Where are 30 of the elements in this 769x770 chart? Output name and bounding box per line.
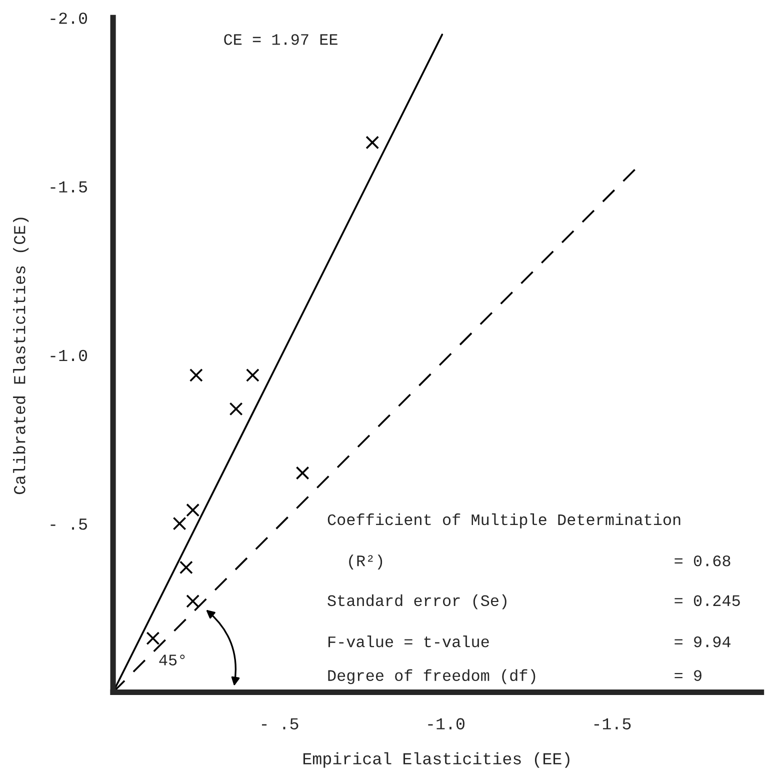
annotation: = 9 xyxy=(674,670,702,681)
point xyxy=(186,594,200,608)
annotation: (R²) xyxy=(349,554,382,570)
x-axis-title: Empirical Elasticities (EE) xyxy=(303,752,570,768)
annotation: = 0.245 xyxy=(674,595,740,606)
y-tick-label: - .5 xyxy=(50,518,87,530)
y-tick-label: -1.0 xyxy=(50,350,88,362)
annotation: Standard error (Se) xyxy=(328,594,506,610)
annotation: CE = 1.97 EE xyxy=(224,34,338,45)
x-tick-label: -1.0 xyxy=(428,718,464,730)
y-tick-label: -2.0 xyxy=(50,12,88,24)
y-tick-label: -1.5 xyxy=(50,181,87,193)
point xyxy=(179,560,193,574)
annotation: Coefficient of Multiple Determination xyxy=(328,513,680,528)
y-axis-title: Calibrated Elasticities (CE) xyxy=(13,218,29,494)
point xyxy=(229,402,243,416)
point xyxy=(189,368,203,382)
x-tick-label: -1.5 xyxy=(594,718,631,730)
annotation: Degree of freedom (df) xyxy=(328,669,536,684)
annotation: 45° xyxy=(159,654,185,666)
annotation: = 9.94 xyxy=(674,636,730,648)
point xyxy=(172,516,186,530)
annotation: = 0.68 xyxy=(674,555,730,566)
x-tick-label: - .5 xyxy=(262,718,298,730)
point xyxy=(366,136,380,150)
point xyxy=(146,632,160,645)
point xyxy=(186,503,200,517)
point xyxy=(296,466,310,480)
point xyxy=(246,368,260,382)
annotation: F-value = t-value xyxy=(328,636,489,648)
